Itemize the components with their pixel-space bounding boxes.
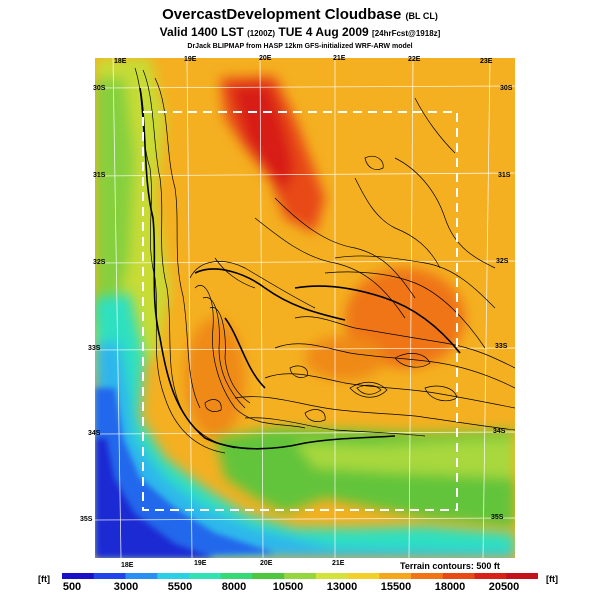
coastal-band <box>95 293 515 558</box>
map-title: OvercastDevelopment Cloudbase (BL CL) <box>0 6 600 25</box>
color-scale-swatch <box>157 573 190 579</box>
valid-time: Valid 1400 LST (1200Z) TUE 4 Aug 2009 [2… <box>0 25 600 41</box>
major-terrain-contours <box>139 87 461 450</box>
latlon-grid <box>95 58 515 558</box>
lat-label-right-32s: 32S <box>496 258 509 265</box>
lat-label-right-30s: 30S <box>500 85 513 92</box>
forecast-info: [24hrFcst@1918z] <box>372 29 441 38</box>
lon-label-bottom-21e: 21E <box>332 560 345 567</box>
lat-label-right-34s: 34S <box>493 428 506 435</box>
lat-label-right-33s: 33S <box>495 343 508 350</box>
color-scale-label: 3000 <box>113 581 139 593</box>
color-scale-label: 10500 <box>272 581 304 593</box>
legend-unit-left: [ft] <box>38 574 50 584</box>
color-scale-swatch <box>284 573 317 579</box>
title-main: OvercastDevelopment Cloudbase <box>162 6 402 23</box>
legend-unit-right: [ft] <box>546 574 558 584</box>
valid-label: Valid 1400 LST <box>159 25 244 39</box>
lon-label-bottom-20e: 20E <box>260 560 273 567</box>
color-scale-swatch <box>62 573 95 579</box>
cloudbase-map <box>95 58 515 558</box>
color-scale-swatch <box>411 573 444 579</box>
title-block: OvercastDevelopment Cloudbase (BL CL) Va… <box>0 6 600 52</box>
lon-label-bottom-19e: 19E <box>194 560 207 567</box>
color-scale-swatch <box>220 573 253 579</box>
forecast-domain-box <box>142 111 458 511</box>
color-scale-bar <box>62 573 538 579</box>
valid-zulu: (1200Z) <box>247 29 276 38</box>
lat-label-left-30s: 30S <box>93 85 106 92</box>
color-scale-label: 15500 <box>380 581 412 593</box>
lat-label-left-34s: 34S <box>88 430 101 437</box>
lon-label-top-19e: 19E <box>184 56 197 63</box>
lat-label-right-35s: 35S <box>491 514 504 521</box>
lon-label-top-23e: 23E <box>480 58 493 65</box>
lat-label-left-35s: 35S <box>80 516 93 523</box>
lat-label-left-32s: 32S <box>93 259 106 266</box>
terrain-contour-note: Terrain contours: 500 ft <box>400 561 500 571</box>
color-scale-swatch <box>506 573 538 579</box>
lon-label-top-18e: 18E <box>114 58 127 65</box>
color-scale-swatch <box>347 573 380 579</box>
lon-label-top-20e: 20E <box>259 55 272 62</box>
color-scale-swatch <box>93 573 126 579</box>
color-scale-label: 20500 <box>488 581 520 593</box>
lat-label-left-33s: 33S <box>88 345 101 352</box>
lat-label-left-31s: 31S <box>93 172 106 179</box>
title-suffix: (BL CL) <box>405 11 438 21</box>
color-scale-swatch <box>442 573 476 579</box>
color-scale-label: 13000 <box>326 581 358 593</box>
color-scale-label: 500 <box>62 581 82 593</box>
color-scale-swatch <box>315 573 349 579</box>
color-scale-swatch <box>474 573 507 579</box>
color-scale-swatch <box>125 573 158 579</box>
color-scale-label: 5500 <box>167 581 193 593</box>
color-scale-swatch <box>379 573 412 579</box>
lon-label-top-22e: 22E <box>408 56 421 63</box>
color-scale-label: 8000 <box>221 581 247 593</box>
color-scale-swatch <box>252 573 285 579</box>
lon-label-bottom-18e: 18E <box>121 562 134 569</box>
color-scale-label: 18000 <box>434 581 466 593</box>
lon-label-top-21e: 21E <box>333 55 346 62</box>
lat-label-right-31s: 31S <box>498 172 511 179</box>
color-scale-swatch <box>188 573 222 579</box>
ocean <box>95 388 275 558</box>
model-credit: DrJack BLIPMAP from HASP 12km GFS-initia… <box>187 43 413 50</box>
south-green-zone <box>215 428 515 528</box>
valid-date: TUE 4 Aug 2009 <box>278 25 369 39</box>
